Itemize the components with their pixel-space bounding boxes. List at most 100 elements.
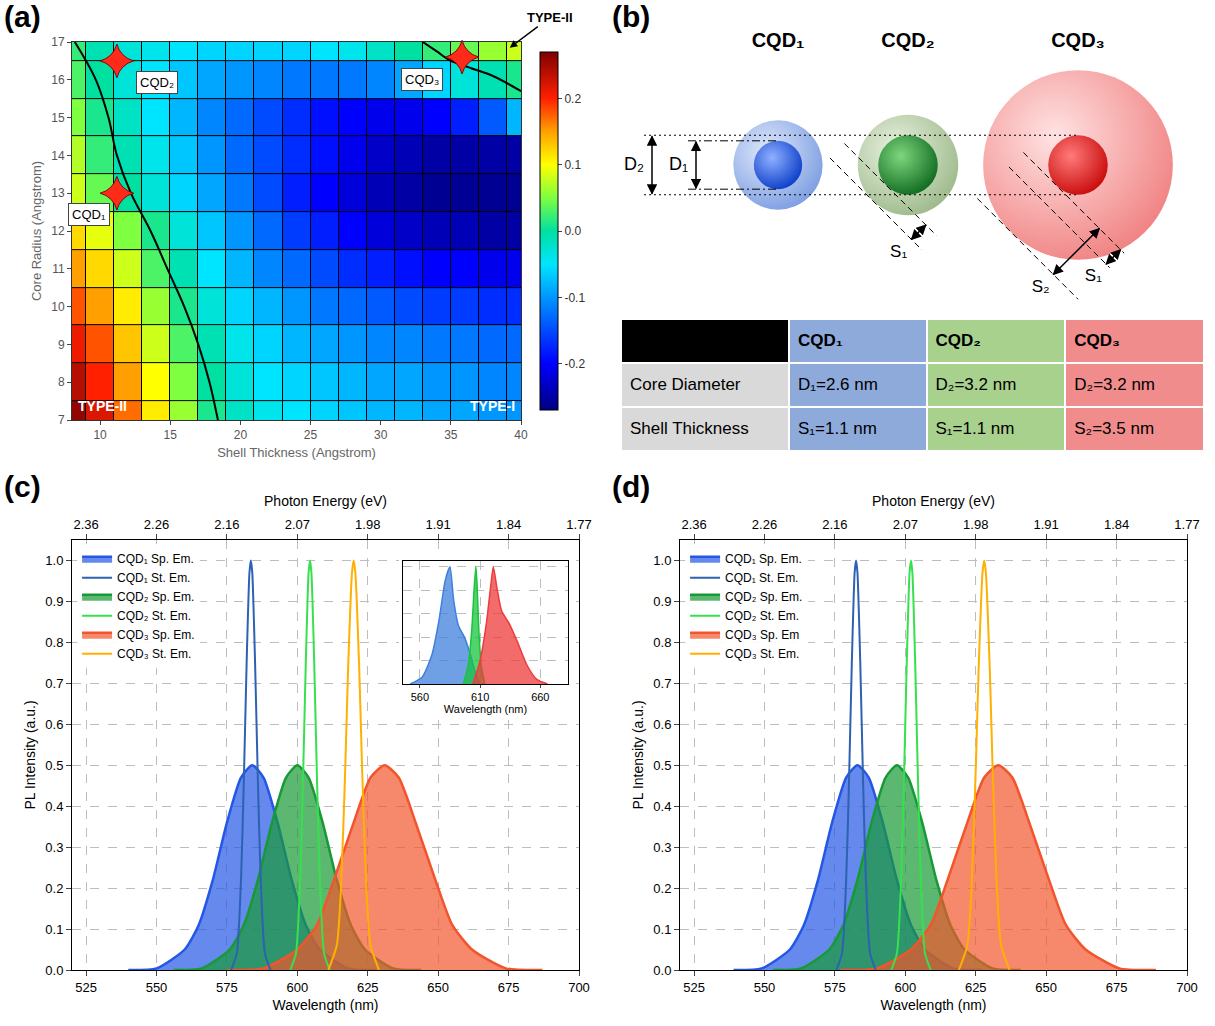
svg-text:CQD₃: CQD₃ — [405, 72, 439, 87]
svg-text:0.5: 0.5 — [653, 758, 671, 773]
svg-text:625: 625 — [965, 980, 987, 995]
svg-text:CQD₁: CQD₁ — [72, 207, 106, 222]
svg-text:0.0: 0.0 — [564, 224, 581, 238]
svg-text:CQD₁ Sp. Em.: CQD₁ Sp. Em. — [725, 552, 802, 566]
svg-text:10: 10 — [51, 300, 65, 314]
svg-text:D₁: D₁ — [669, 154, 688, 174]
svg-text:Core Radius (Angstrom): Core Radius (Angstrom) — [29, 161, 44, 301]
svg-text:0.9: 0.9 — [45, 594, 63, 609]
svg-text:1.84: 1.84 — [496, 517, 521, 532]
svg-text:CQD₂ Sp. Em.: CQD₂ Sp. Em. — [725, 590, 802, 604]
svg-text:700: 700 — [1176, 980, 1198, 995]
svg-text:CQD₁ St. Em.: CQD₁ St. Em. — [725, 571, 798, 585]
svg-text:1.0: 1.0 — [45, 553, 63, 568]
svg-text:D₂: D₂ — [624, 154, 644, 174]
svg-text:0.7: 0.7 — [653, 676, 671, 691]
svg-text:1.91: 1.91 — [1034, 517, 1059, 532]
svg-text:7: 7 — [58, 413, 65, 427]
svg-text:CQD₂: CQD₂ — [140, 75, 174, 90]
svg-text:PL Intensity (a.u.): PL Intensity (a.u.) — [630, 700, 646, 809]
svg-text:0.1: 0.1 — [653, 922, 671, 937]
svg-text:0.2: 0.2 — [653, 881, 671, 896]
svg-text:0.9: 0.9 — [653, 594, 671, 609]
svg-text:0.1: 0.1 — [564, 158, 581, 172]
svg-text:675: 675 — [498, 980, 520, 995]
svg-text:CQD₂ Sp. Em.: CQD₂ Sp. Em. — [117, 590, 194, 604]
svg-text:TYPE-I: TYPE-I — [470, 398, 515, 414]
svg-text:550: 550 — [754, 980, 776, 995]
svg-text:2.07: 2.07 — [893, 517, 918, 532]
svg-text:TYPE-II: TYPE-II — [78, 398, 127, 414]
svg-text:1.98: 1.98 — [355, 517, 380, 532]
svg-text:-0.1: -0.1 — [564, 291, 585, 305]
svg-text:0.6: 0.6 — [45, 717, 63, 732]
svg-text:0.7: 0.7 — [45, 676, 63, 691]
svg-text:TYPE-II: TYPE-II — [527, 10, 573, 25]
svg-text:2.36: 2.36 — [681, 517, 706, 532]
svg-text:660: 660 — [531, 691, 549, 703]
svg-text:575: 575 — [216, 980, 238, 995]
svg-text:CQD₃ St. Em.: CQD₃ St. Em. — [725, 647, 799, 661]
svg-text:S₂: S₂ — [1032, 277, 1050, 296]
svg-text:Photon Energy (eV): Photon Energy (eV) — [872, 493, 995, 509]
svg-text:560: 560 — [411, 691, 429, 703]
svg-text:1.91: 1.91 — [426, 517, 451, 532]
svg-text:525: 525 — [75, 980, 97, 995]
svg-text:1.98: 1.98 — [963, 517, 988, 532]
svg-text:0.2: 0.2 — [45, 881, 63, 896]
svg-text:17: 17 — [51, 35, 65, 49]
svg-text:CQD₃ Sp. Em: CQD₃ Sp. Em — [725, 628, 799, 642]
svg-text:700: 700 — [568, 980, 590, 995]
svg-text:CQD₃: CQD₃ — [1051, 29, 1105, 51]
svg-text:30: 30 — [374, 428, 388, 442]
svg-text:0.0: 0.0 — [45, 963, 63, 978]
svg-text:CQD₁ St. Em.: CQD₁ St. Em. — [117, 571, 190, 585]
svg-text:675: 675 — [1106, 980, 1128, 995]
svg-text:2.26: 2.26 — [144, 517, 169, 532]
svg-text:550: 550 — [146, 980, 168, 995]
svg-text:CQD₁: CQD₁ — [752, 29, 805, 51]
svg-text:610: 610 — [471, 691, 489, 703]
svg-text:2.26: 2.26 — [752, 517, 777, 532]
svg-text:10: 10 — [93, 428, 107, 442]
svg-text:CQD₂: CQD₂ — [881, 29, 934, 51]
svg-text:Wavelength (nm): Wavelength (nm) — [272, 997, 378, 1013]
svg-text:CQD₃ St. Em.: CQD₃ St. Em. — [117, 647, 191, 661]
svg-text:1.0: 1.0 — [653, 553, 671, 568]
svg-text:Shell Thickness (Angstrom): Shell Thickness (Angstrom) — [217, 445, 376, 460]
svg-text:0.2: 0.2 — [564, 92, 581, 106]
svg-text:2.16: 2.16 — [822, 517, 847, 532]
svg-text:0.1: 0.1 — [45, 922, 63, 937]
svg-text:650: 650 — [427, 980, 449, 995]
svg-text:35: 35 — [444, 428, 458, 442]
svg-text:0.8: 0.8 — [653, 635, 671, 650]
svg-text:0.3: 0.3 — [45, 840, 63, 855]
svg-text:9: 9 — [58, 338, 65, 352]
svg-text:Photon Energy (eV): Photon Energy (eV) — [264, 493, 387, 509]
svg-text:40: 40 — [514, 428, 528, 442]
svg-text:15: 15 — [164, 428, 178, 442]
svg-text:600: 600 — [894, 980, 916, 995]
svg-text:-0.2: -0.2 — [564, 357, 585, 371]
svg-text:1.77: 1.77 — [1174, 517, 1199, 532]
svg-text:25: 25 — [304, 428, 318, 442]
svg-text:16: 16 — [51, 73, 65, 87]
svg-text:2.16: 2.16 — [214, 517, 239, 532]
svg-text:0.3: 0.3 — [653, 840, 671, 855]
svg-text:S₁: S₁ — [1085, 266, 1102, 285]
svg-text:625: 625 — [357, 980, 379, 995]
svg-text:8: 8 — [58, 375, 65, 389]
svg-text:CQD₃ Sp. Em.: CQD₃ Sp. Em. — [117, 628, 195, 642]
svg-text:CQD₂ St. Em.: CQD₂ St. Em. — [725, 609, 799, 623]
svg-text:525: 525 — [683, 980, 705, 995]
svg-text:1.84: 1.84 — [1104, 517, 1129, 532]
svg-text:0.0: 0.0 — [653, 963, 671, 978]
svg-text:575: 575 — [824, 980, 846, 995]
svg-text:650: 650 — [1035, 980, 1057, 995]
svg-text:PL Intensity (a.u.): PL Intensity (a.u.) — [22, 700, 38, 809]
svg-text:CQD₂ St. Em.: CQD₂ St. Em. — [117, 609, 191, 623]
svg-text:Wavelength (nm): Wavelength (nm) — [444, 703, 527, 715]
svg-text:15: 15 — [51, 111, 65, 125]
svg-text:1.77: 1.77 — [566, 517, 591, 532]
svg-text:11: 11 — [52, 262, 65, 276]
